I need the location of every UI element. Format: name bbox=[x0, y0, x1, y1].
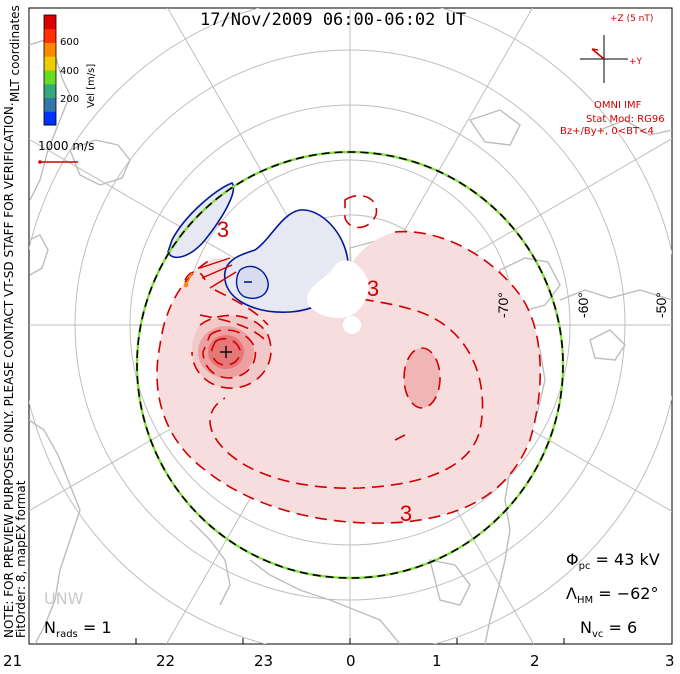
colorbar-frame bbox=[43, 14, 57, 126]
hm-boundary bbox=[136, 151, 564, 579]
velocity-vectors bbox=[183, 272, 193, 288]
colorbar-tick-600: 600 bbox=[60, 37, 80, 48]
colorbar-segment bbox=[44, 70, 56, 85]
colorbar-tick-200: 200 bbox=[60, 94, 80, 105]
nvc-symbol: N bbox=[580, 618, 592, 637]
cross-polar-cap-potential: Φpc = 43 kV bbox=[566, 550, 660, 572]
potential-max-marker bbox=[220, 346, 232, 358]
colorbar-segment bbox=[44, 15, 56, 30]
lat-label-60: -60° bbox=[575, 292, 591, 318]
mlt-tick-21: 21 bbox=[3, 652, 23, 670]
colorbar-segment bbox=[44, 83, 56, 98]
polar-cap-gap bbox=[307, 260, 369, 318]
coordinate-system-label: MLT coordinates bbox=[8, 5, 22, 102]
imf-y-label: +Y bbox=[629, 57, 643, 67]
map-title: 17/Nov/2009 06:00-06:02 UT bbox=[200, 10, 467, 30]
imf-condition: Bz+/By+, 0<BT<4 bbox=[560, 126, 654, 137]
nvc-value: = 6 bbox=[608, 618, 638, 637]
polar-cap-hole bbox=[343, 316, 361, 334]
phi-subscript: pc bbox=[578, 561, 591, 573]
vector-scale-origin bbox=[38, 160, 42, 164]
lat-label-70: -70° bbox=[495, 292, 511, 318]
nrads-value: = 1 bbox=[82, 618, 112, 637]
phi-symbol: Φ bbox=[566, 550, 579, 569]
velocity-vectors-red bbox=[199, 257, 237, 289]
imf-source: OMNI IMF bbox=[594, 100, 642, 111]
colorbar bbox=[44, 15, 56, 126]
hm-value: = −62° bbox=[598, 584, 659, 603]
hm-subscript: HM bbox=[576, 595, 594, 607]
mlt-ticks bbox=[28, 638, 673, 644]
colorbar-segment bbox=[44, 56, 56, 71]
colorbar-segment bbox=[44, 111, 56, 126]
mlt-tick-22: 22 bbox=[156, 652, 176, 670]
fitorder-label: FitOrder: 8, mapEX format bbox=[14, 480, 28, 638]
contour-label-lower: 3 bbox=[400, 501, 412, 526]
colorbar-segment bbox=[44, 97, 56, 112]
imf-vector-head bbox=[591, 48, 599, 51]
nrads-symbol: N bbox=[44, 618, 56, 637]
positive-contours bbox=[156, 194, 542, 524]
negative-cell-west bbox=[167, 182, 235, 259]
mlt-tick-3: 3 bbox=[665, 652, 675, 670]
hm-boundary-latitude: ΛHM = −62° bbox=[566, 584, 658, 606]
imf-model: Stat Mod: RG96 bbox=[586, 114, 665, 125]
radar-count: Nrads = 1 bbox=[44, 618, 112, 640]
nrads-subscript: rads bbox=[55, 629, 78, 641]
station-label: UNW bbox=[44, 589, 84, 608]
nvc-subscript: vc bbox=[591, 629, 604, 641]
positive-secondary-max bbox=[404, 348, 440, 408]
contour-label-middle: 3 bbox=[367, 276, 379, 301]
mlt-tick-23: 23 bbox=[254, 652, 274, 670]
mlt-tick-2: 2 bbox=[530, 652, 540, 670]
mlt-tick-0: 0 bbox=[346, 652, 356, 670]
colorbar-segment bbox=[44, 28, 56, 43]
mlt-tick-1: 1 bbox=[432, 652, 442, 670]
colorbar-label: Vel [m/s] bbox=[86, 63, 97, 108]
phi-value: = 43 kV bbox=[595, 550, 660, 569]
lat-label-50: -50° bbox=[653, 292, 669, 318]
vector-scale-label: 1000 m/s bbox=[38, 139, 95, 153]
imf-z-label: +Z (5 nT) bbox=[610, 14, 654, 24]
colorbar-segment bbox=[44, 42, 56, 57]
negative-cell-inner bbox=[235, 265, 269, 300]
vector-count: Nvc = 6 bbox=[580, 618, 637, 640]
contour-label-upper: 3 bbox=[217, 217, 229, 242]
hm-symbol: Λ bbox=[566, 584, 577, 603]
colorbar-tick-400: 400 bbox=[60, 66, 80, 77]
imf-vector bbox=[591, 48, 605, 60]
